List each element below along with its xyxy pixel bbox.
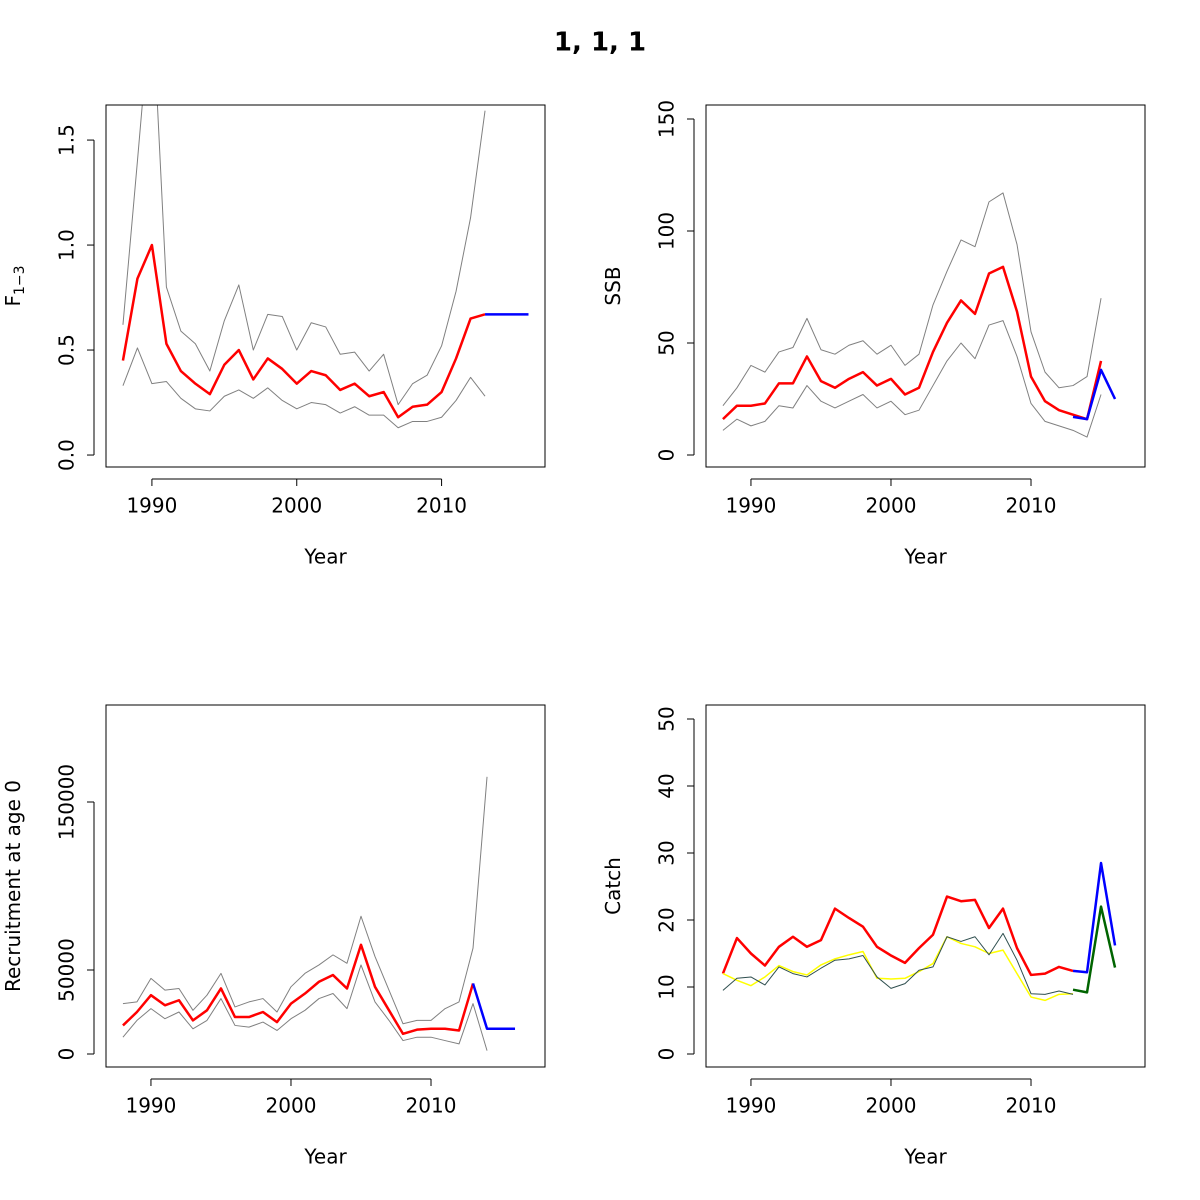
x-tick-label: 2010 [1006,1094,1057,1118]
x-tick-label: 1990 [725,1094,776,1118]
y-axis-label: SSB [601,266,625,305]
page-title: 1, 1, 1 [554,28,646,58]
x-tick-label: 2010 [406,1094,457,1118]
y-axis-label: F1−3 [1,265,29,306]
data-line [122,347,486,429]
y-tick-label: 50 [655,706,679,731]
y-axis-label-main: Catch [601,857,625,915]
y-tick-label: 1.5 [55,124,79,156]
y-tick-label: 0 [655,449,679,462]
x-axis-label: Year [303,1145,347,1169]
y-axis-label: Catch [601,857,625,915]
y-axis-label: Recruitment at age 0 [1,780,25,992]
y-tick-label: 100 [655,212,679,250]
x-tick-label: 1990 [725,494,776,518]
data-line [722,320,1102,438]
data-line [471,983,516,1031]
y-axis-label-main: Recruitment at age 0 [1,780,25,992]
y-axis-label-sub: 1−3 [12,265,28,295]
y-tick-label: 30 [655,840,679,865]
data-line [722,265,1103,421]
x-tick-label: 2010 [1006,494,1057,518]
y-tick-label: 150 [655,100,679,138]
x-tick-label: 2010 [416,494,467,518]
data-line [722,936,1074,1002]
data-line [122,105,486,406]
data-line [1072,905,1117,994]
plot-frame [105,704,546,1068]
x-axis-label: Year [303,545,347,569]
plot-frame [705,104,1146,468]
y-tick-label: 1.0 [55,229,79,261]
data-line [1072,861,1117,974]
y-tick-label: 40 [655,773,679,798]
y-tick-label: 0 [655,1048,679,1061]
y-tick-label: 20 [655,907,679,932]
y-tick-label: 0 [55,1048,79,1061]
x-tick-label: 1990 [125,1094,176,1118]
y-tick-label: 50000 [55,938,79,1002]
x-tick-label: 2000 [266,1094,317,1118]
data-line [722,192,1102,407]
plot-frame [105,104,546,468]
y-tick-label: 0.0 [55,439,79,471]
x-tick-label: 2000 [866,494,917,518]
y-tick-label: 0.5 [55,334,79,366]
y-axis-label-main: SSB [601,266,625,305]
panel: 1990 2000 2010 Year 0 50 100 150 SSB [601,100,1146,569]
x-tick-label: 1990 [126,494,177,518]
plot-frame [705,704,1146,1068]
data-line [122,776,488,1025]
y-tick-label: 50 [655,330,679,355]
data-line [122,964,488,1051]
x-tick-label: 2000 [866,1094,917,1118]
panel: 1990 2000 2010 Year 0 50000 150000 Recruitment … [1,704,546,1169]
data-line [121,243,486,419]
y-tick-label: 10 [655,974,679,999]
data-line [1072,368,1117,421]
panel: 1990 2000 2010 Year 0.0 0.5 1.0 1.5 F1−3 [1,104,546,569]
y-axis-label-main: F [1,295,25,307]
y-tick-label: 150000 [55,764,79,840]
panel: 1990 2000 2010 Year 0 10 20 30 40 50 Catch [601,704,1146,1169]
data-line [722,932,1074,995]
data-line [721,895,1074,977]
x-tick-label: 2000 [271,494,322,518]
data-line [122,943,475,1036]
x-axis-label: Year [903,545,947,569]
x-axis-label: Year [903,1145,947,1169]
